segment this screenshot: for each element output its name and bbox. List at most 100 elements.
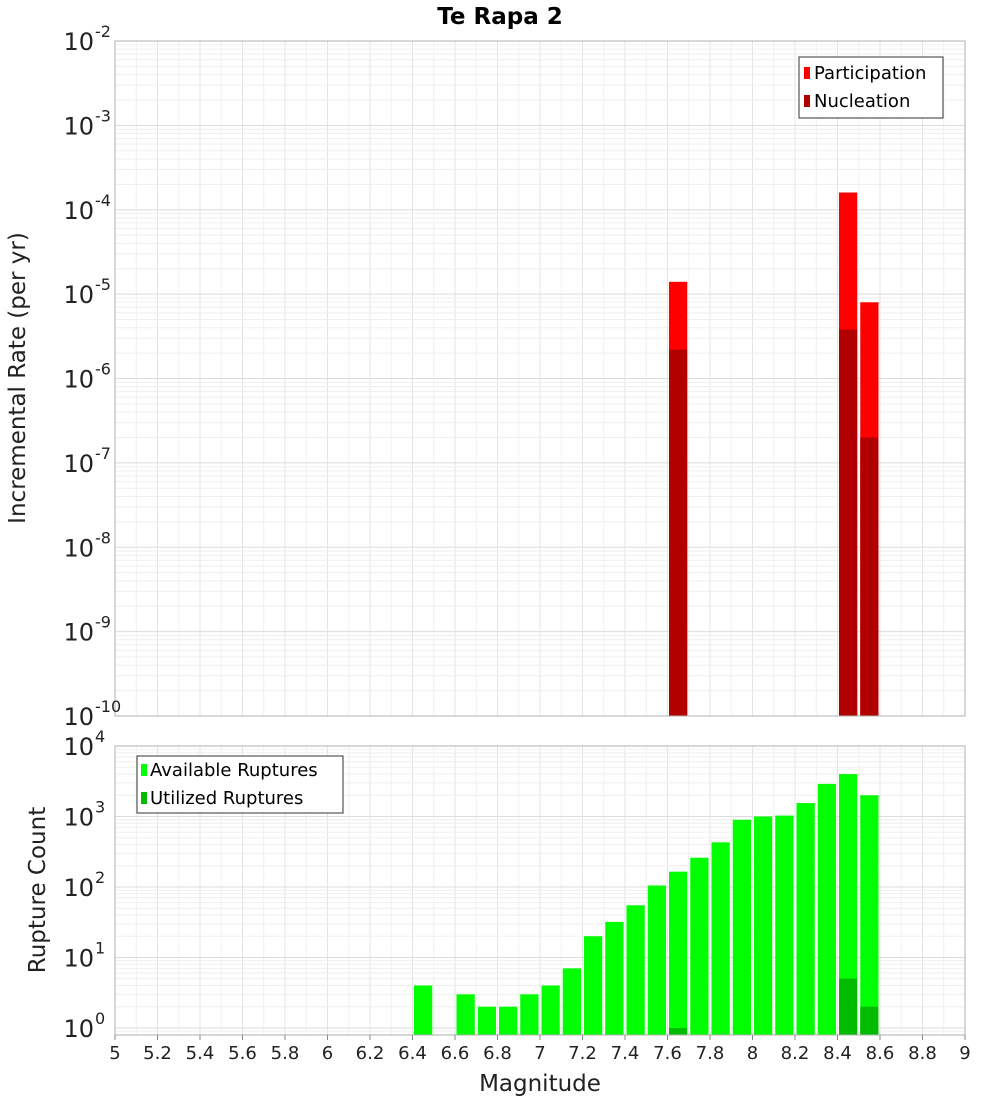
rate-legend-box [798, 56, 944, 119]
count-y-tick-exponent: 0 [95, 1009, 105, 1028]
legend-label-participation: Participation [814, 63, 926, 84]
x-axis-label: Magnitude [479, 1071, 601, 1097]
x-tick-label: 5.6 [228, 1043, 257, 1064]
count-bar-available-ruptures [414, 985, 433, 1035]
count-bar-available-ruptures [775, 815, 794, 1035]
count-bar-available-ruptures [669, 871, 688, 1035]
count-bar-utilized-ruptures [860, 1006, 879, 1035]
x-tick-label: 6.4 [398, 1043, 427, 1064]
count-y-tick-exponent: 2 [95, 868, 105, 887]
x-tick-label: 7.2 [568, 1043, 597, 1064]
x-tick-label: 5.8 [271, 1043, 300, 1064]
rate-y-tick-exponent: -6 [95, 360, 111, 379]
rate-y-tick-exponent: -9 [95, 613, 111, 632]
count-y-tick-base: 10 [63, 1015, 94, 1043]
count-y-tick: 10 0 [63, 1009, 105, 1043]
count-bar-available-ruptures [477, 1006, 496, 1035]
count-y-tick: 10 2 [63, 868, 105, 902]
x-tick-label: 8.2 [781, 1043, 810, 1064]
count-bar-available-ruptures [796, 803, 815, 1035]
legend-label-utilized: Utilized Ruptures [150, 788, 303, 809]
rate-y-tick-exponent: -2 [95, 22, 111, 41]
chart-title: Te Rapa 2 [437, 4, 562, 30]
x-tick-label: 5 [109, 1043, 120, 1064]
rate-y-tick: 10 -7 [63, 444, 111, 478]
legend-swatch-available [141, 764, 147, 776]
count-y-tick: 10 1 [63, 938, 105, 972]
count-bar-available-ruptures [520, 994, 539, 1035]
rate-y-tick-base: 10 [63, 281, 94, 309]
rate-y-tick-base: 10 [63, 28, 94, 56]
rate-y-tick: 10 -10 [63, 697, 121, 731]
rate-y-tick: 10 -9 [63, 613, 111, 647]
x-tick-label: 8.4 [823, 1043, 852, 1064]
count-bar-available-ruptures [562, 968, 581, 1035]
rate-y-tick: 10 -3 [63, 106, 111, 140]
x-tick-label: 5.2 [143, 1043, 172, 1064]
rate-bar-nucleation [669, 349, 688, 716]
x-tick-label: 7.4 [611, 1043, 640, 1064]
rate-bar-nucleation [839, 329, 858, 716]
rate-y-tick: 10 -2 [63, 22, 111, 56]
rate-y-tick-exponent: -10 [95, 697, 121, 716]
rate-y-tick-base: 10 [63, 619, 94, 647]
count-bar-available-ruptures [541, 985, 560, 1035]
count-y-tick-exponent: 1 [95, 938, 105, 957]
count-bar-available-ruptures [584, 936, 603, 1035]
count-bar-available-ruptures [732, 819, 751, 1035]
rate-y-tick-exponent: -5 [95, 275, 111, 294]
count-bar-available-ruptures [647, 885, 666, 1035]
count-y-tick: 10 4 [63, 727, 105, 761]
rate-y-tick-exponent: -4 [95, 191, 111, 210]
count-legend-box [136, 755, 344, 814]
x-tick-label: 7.8 [696, 1043, 725, 1064]
x-tick-label: 8 [747, 1043, 758, 1064]
count-y-tick-base: 10 [63, 733, 94, 761]
rate-y-tick-base: 10 [63, 197, 94, 225]
count-y-tick-exponent: 3 [95, 797, 105, 816]
count-y-tick-base: 10 [63, 803, 94, 831]
x-tick-label: 5.4 [186, 1043, 215, 1064]
rate-y-tick-base: 10 [63, 703, 94, 731]
rate-y-tick: 10 -4 [63, 191, 111, 225]
count-bar-available-ruptures [456, 994, 475, 1035]
legend-swatch-utilized [141, 792, 147, 804]
x-tick-label: 6 [322, 1043, 333, 1064]
x-tick-label: 9 [959, 1043, 970, 1064]
count-y-tick-exponent: 4 [95, 727, 105, 746]
count-bar-available-ruptures [605, 921, 624, 1035]
x-tick-label: 7.6 [653, 1043, 682, 1064]
rate-legend: Participation Nucleation [798, 56, 944, 119]
rate-plot-frame [114, 40, 966, 717]
legend-swatch-participation [804, 67, 810, 79]
rate-y-tick-base: 10 [63, 366, 94, 394]
x-tick-label: 6.2 [356, 1043, 385, 1064]
rate-y-tick-exponent: -7 [95, 444, 111, 463]
rate-y-tick: 10 -5 [63, 275, 111, 309]
legend-swatch-nucleation [804, 95, 810, 107]
count-bar-available-ruptures [626, 905, 645, 1035]
legend-label-nucleation: Nucleation [814, 91, 910, 112]
count-bar-available-ruptures [711, 842, 730, 1035]
rate-bar-nucleation [860, 437, 879, 716]
count-y-axis-label: Rupture Count [25, 807, 51, 973]
x-tick-label: 7 [534, 1043, 545, 1064]
count-bar-available-ruptures [860, 795, 879, 1035]
count-bar-utilized-ruptures [839, 978, 858, 1035]
x-tick-label: 8.6 [866, 1043, 895, 1064]
count-bar-available-ruptures [817, 783, 836, 1035]
rate-y-tick-exponent: -3 [95, 106, 111, 125]
rate-y-tick-base: 10 [63, 112, 94, 140]
count-bar-utilized-ruptures [669, 1027, 688, 1035]
x-tick-label: 8.8 [908, 1043, 937, 1064]
x-tick-label: 6.6 [441, 1043, 470, 1064]
count-y-tick-base: 10 [63, 874, 94, 902]
rate-y-tick-base: 10 [63, 534, 94, 562]
count-bar-available-ruptures [499, 1006, 518, 1035]
count-legend: Available Ruptures Utilized Ruptures [136, 755, 344, 814]
rate-y-axis-label: Incremental Rate (per yr) [5, 232, 31, 524]
